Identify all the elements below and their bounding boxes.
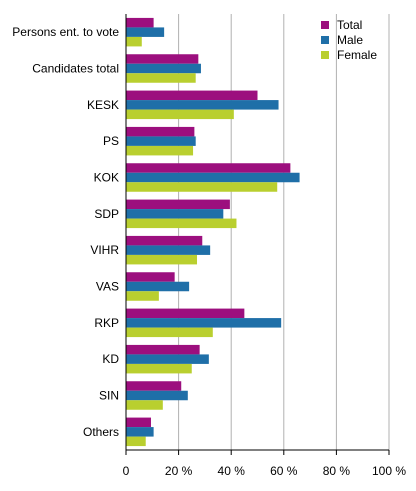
category-label: PS xyxy=(103,134,119,148)
category-label: SIN xyxy=(99,389,119,403)
bar-female xyxy=(126,73,196,83)
bar-female xyxy=(126,254,198,265)
bar-total xyxy=(126,344,200,355)
bar-female xyxy=(126,363,192,374)
category-label: VAS xyxy=(96,280,119,294)
category-label: Persons ent. to vote xyxy=(12,25,119,39)
bar-male xyxy=(126,354,209,364)
bar-female xyxy=(126,218,237,229)
bar-total xyxy=(126,381,182,391)
bar-male xyxy=(126,318,282,328)
bar-total xyxy=(126,235,203,246)
bar-male xyxy=(126,136,196,146)
category-label: VIHR xyxy=(90,243,119,257)
bar-male xyxy=(126,209,224,219)
bar-female xyxy=(126,36,142,47)
legend-label: Total xyxy=(337,18,362,32)
x-tick-label: 80 % xyxy=(323,464,351,478)
legend-label: Male xyxy=(337,33,363,47)
category-label: RKP xyxy=(94,316,119,330)
bar-total xyxy=(126,126,195,137)
bar-total xyxy=(126,17,154,28)
x-tick-label: 100 % xyxy=(372,464,406,478)
bar-total xyxy=(126,272,175,282)
category-label: KD xyxy=(102,352,119,366)
bars xyxy=(126,17,300,447)
bar-male xyxy=(126,63,201,74)
bar-female xyxy=(126,436,146,447)
bar-total xyxy=(126,417,151,428)
bar-male xyxy=(126,100,279,110)
bar-total xyxy=(126,163,291,173)
bar-total xyxy=(126,308,245,319)
category-labels: Persons ent. to vote Candidates total KESK… xyxy=(12,25,119,439)
bar-male xyxy=(126,390,188,401)
legend-swatch xyxy=(321,51,329,59)
bar-total xyxy=(126,199,230,210)
bar-male xyxy=(126,427,154,437)
bar-male xyxy=(126,281,190,292)
bar-female xyxy=(126,400,163,410)
x-tick-label: 60 % xyxy=(270,464,298,478)
bar-total xyxy=(126,54,199,64)
x-axis: 0 20 % 40 % 60 % 80 % 100 % xyxy=(123,14,406,478)
bar-male xyxy=(126,172,300,183)
bar-female xyxy=(126,327,213,338)
x-tick-label: 0 xyxy=(123,464,130,478)
category-label: KESK xyxy=(87,98,119,112)
bar-female xyxy=(126,291,159,301)
legend-label: Female xyxy=(337,48,377,62)
category-label: Others xyxy=(83,425,119,439)
category-label: KOK xyxy=(94,171,119,185)
bar-total xyxy=(126,90,258,101)
category-label: Candidates total xyxy=(32,62,119,76)
category-label: SDP xyxy=(94,207,119,221)
grid-lines xyxy=(178,14,390,450)
bar-female xyxy=(126,109,234,120)
x-tick-label: 20 % xyxy=(165,464,193,478)
bar-male xyxy=(126,27,165,37)
x-tick-label: 40 % xyxy=(218,464,246,478)
bar-female xyxy=(126,182,278,192)
legend-swatch xyxy=(321,21,329,29)
bar-male xyxy=(126,245,211,255)
legend-swatch xyxy=(321,36,329,44)
bar-female xyxy=(126,145,194,156)
